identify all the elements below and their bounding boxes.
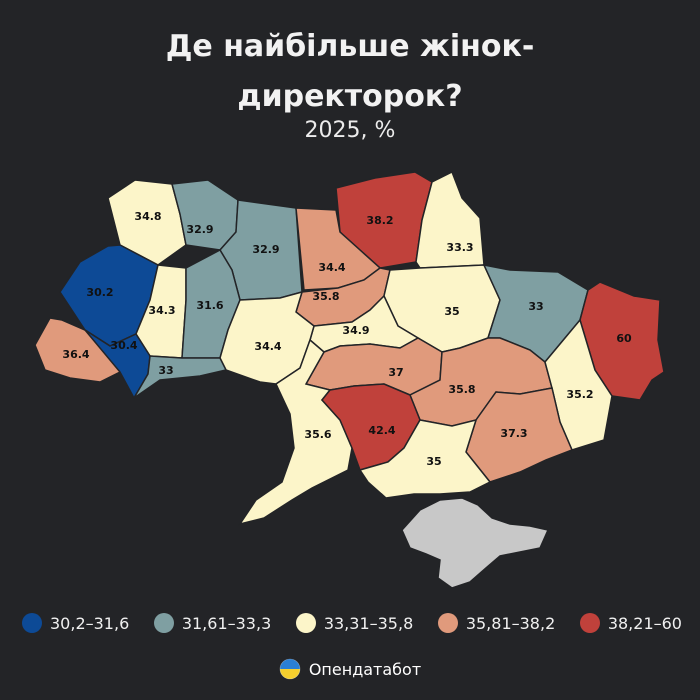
region-value-label: 35 <box>444 305 459 318</box>
region-value-labels: 34.8 32.9 32.9 38.2 33.3 34.4 35.8 30.2 … <box>62 210 632 468</box>
region-value-label: 36.4 <box>62 348 89 361</box>
region-value-label: 37 <box>388 366 403 379</box>
region-value-label: 38.2 <box>366 214 393 227</box>
region-value-label: 34.4 <box>318 261 345 274</box>
region-odesa <box>238 338 353 526</box>
map-legend: 30,2–31,6 31,61–33,3 33,31–35,8 35,81–38… <box>22 608 682 638</box>
region-value-label: 30.2 <box>86 286 113 299</box>
region-value-label: 37.3 <box>500 427 527 440</box>
title-line-1: Де найбільше жінок- <box>165 29 535 64</box>
region-value-label: 34.9 <box>342 324 369 337</box>
legend-swatch <box>295 613 316 633</box>
opendatabot-logo-icon <box>279 658 301 680</box>
region-value-label: 33 <box>528 300 543 313</box>
region-chernivtsi <box>133 355 228 399</box>
legend-swatch <box>153 613 174 633</box>
region-value-label: 33.3 <box>446 241 473 254</box>
region-value-label: 35.8 <box>448 383 475 396</box>
map-title: Де найбільше жінок- директорок? <box>0 22 700 122</box>
region-value-label: 32.9 <box>186 223 213 236</box>
legend-item: 33,31–35,8 <box>295 613 414 633</box>
legend-item: 35,81–38,2 <box>437 613 556 633</box>
region-value-label: 60 <box>616 332 632 345</box>
region-value-label: 33 <box>158 364 173 377</box>
region-kherson <box>358 418 492 499</box>
region-value-label: 35.2 <box>566 388 593 401</box>
region-value-label: 34.8 <box>134 210 161 223</box>
region-value-label: 34.3 <box>148 304 175 317</box>
brand: Опендатабот <box>0 658 700 680</box>
legend-swatch <box>22 613 42 633</box>
legend-label: 38,21–60 <box>607 613 682 633</box>
region-value-label: 30.4 <box>110 339 137 352</box>
legend-label: 31,61–33,3 <box>181 613 272 633</box>
legend-label: 33,31–35,8 <box>323 613 414 633</box>
region-value-label: 31.6 <box>196 299 223 312</box>
legend-swatch <box>579 613 600 633</box>
legend-item: 38,21–60 <box>579 613 682 633</box>
map-subtitle: 2025, % <box>304 118 396 143</box>
region-value-label: 42.4 <box>368 424 395 437</box>
legend-label: 35,81–38,2 <box>465 613 556 633</box>
region-value-label: 35 <box>426 455 441 468</box>
legend-label: 30,2–31,6 <box>50 613 130 633</box>
legend-item: 30,2–31,6 <box>22 613 129 633</box>
region-value-label: 34.4 <box>254 340 281 353</box>
legend-swatch <box>437 613 458 633</box>
region-value-label: 32.9 <box>252 243 279 256</box>
region-crimea <box>401 497 550 589</box>
legend-item: 31,61–33,3 <box>153 613 272 633</box>
region-value-label: 35.6 <box>304 428 331 441</box>
title-line-2: директорок? <box>237 79 463 114</box>
region-value-label: 35.8 <box>312 290 339 303</box>
region-vinnytsia <box>219 290 315 385</box>
brand-name: Опендатабот <box>308 659 422 679</box>
